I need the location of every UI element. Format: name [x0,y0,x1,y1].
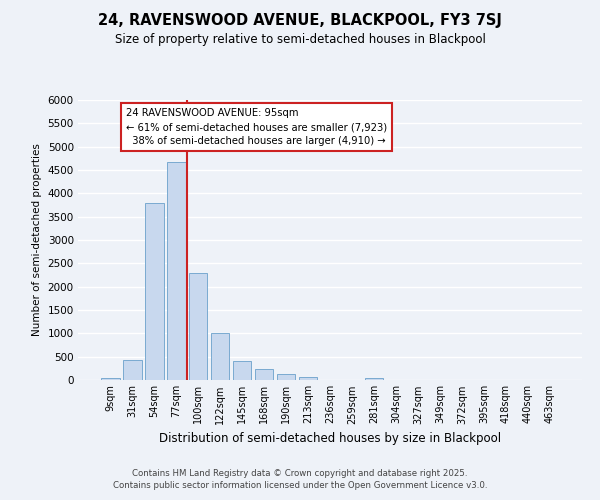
Text: 24, RAVENSWOOD AVENUE, BLACKPOOL, FY3 7SJ: 24, RAVENSWOOD AVENUE, BLACKPOOL, FY3 7S… [98,12,502,28]
Bar [365,378,383,380]
X-axis label: Distribution of semi-detached houses by size in Blackpool: Distribution of semi-detached houses by … [159,432,501,445]
Bar [255,370,274,380]
Bar [189,272,208,380]
Bar [299,376,317,380]
Bar [167,162,185,380]
Text: 24 RAVENSWOOD AVENUE: 95sqm
← 61% of semi-detached houses are smaller (7,923)
  : 24 RAVENSWOOD AVENUE: 95sqm ← 61% of sem… [126,108,387,146]
Bar [277,374,295,380]
Y-axis label: Number of semi-detached properties: Number of semi-detached properties [32,144,42,336]
Text: Contains public sector information licensed under the Open Government Licence v3: Contains public sector information licen… [113,481,487,490]
Text: Contains HM Land Registry data © Crown copyright and database right 2025.: Contains HM Land Registry data © Crown c… [132,468,468,477]
Bar [233,362,251,380]
Bar [101,378,119,380]
Bar [123,360,142,380]
Bar [211,334,229,380]
Bar [145,202,164,380]
Text: Size of property relative to semi-detached houses in Blackpool: Size of property relative to semi-detach… [115,32,485,46]
